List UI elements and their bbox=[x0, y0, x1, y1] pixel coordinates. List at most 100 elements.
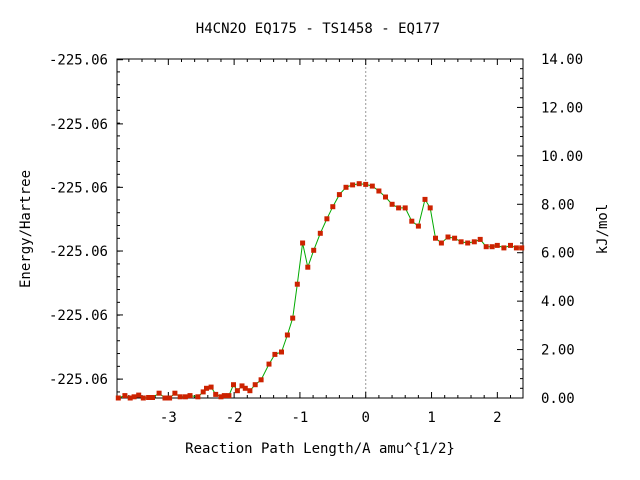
data-point bbox=[501, 245, 507, 251]
x-tick-label: 1 bbox=[427, 410, 435, 426]
data-point bbox=[422, 196, 428, 202]
data-point bbox=[156, 390, 162, 396]
data-point bbox=[115, 395, 121, 401]
x-tick-label: 0 bbox=[362, 410, 370, 426]
x-tick-label: 2 bbox=[493, 410, 501, 426]
data-point bbox=[458, 239, 464, 245]
right-tick-label: 8.00 bbox=[541, 197, 575, 213]
data-point bbox=[350, 182, 356, 188]
data-point bbox=[247, 388, 253, 394]
data-point bbox=[195, 394, 201, 400]
right-tick-label: 10.00 bbox=[541, 149, 583, 165]
data-point bbox=[284, 332, 290, 338]
right-y-axis-label: kJ/mol bbox=[595, 204, 611, 255]
data-point bbox=[376, 188, 382, 194]
data-point bbox=[136, 392, 142, 398]
data-point bbox=[122, 393, 128, 399]
data-point bbox=[266, 361, 272, 367]
data-point bbox=[140, 395, 146, 401]
left-tick-label: -225.06 bbox=[49, 244, 108, 260]
right-tick-label: 12.00 bbox=[541, 100, 583, 116]
plot-frame bbox=[116, 58, 524, 399]
right-tick-label: 4.00 bbox=[541, 294, 575, 310]
data-point bbox=[489, 244, 495, 250]
data-point bbox=[239, 383, 245, 389]
data-point bbox=[221, 393, 227, 399]
data-point bbox=[208, 384, 214, 390]
data-point bbox=[231, 382, 236, 388]
x-axis: -3 -2 -1 0 1 2 bbox=[128, 59, 511, 426]
data-point bbox=[294, 281, 300, 287]
data-point bbox=[204, 385, 209, 391]
data-point bbox=[272, 351, 278, 357]
chart-title: H4CN2O EQ175 - TS1458 - EQ177 bbox=[196, 21, 440, 37]
left-tick-label: -225.06 bbox=[49, 372, 108, 388]
series-line bbox=[118, 183, 522, 399]
data-point bbox=[177, 394, 183, 400]
data-point bbox=[363, 181, 369, 187]
data-point bbox=[508, 242, 513, 248]
data-point bbox=[324, 216, 330, 222]
data-point bbox=[162, 395, 168, 401]
data-point bbox=[330, 204, 336, 210]
x-tick-label: -1 bbox=[292, 410, 309, 426]
left-tick-label: -225.06 bbox=[49, 53, 108, 69]
data-point bbox=[150, 395, 155, 400]
data-point bbox=[213, 391, 219, 397]
data-point bbox=[383, 194, 388, 200]
data-point bbox=[234, 388, 240, 394]
right-tick-label: 0.00 bbox=[541, 391, 575, 407]
data-point bbox=[452, 235, 458, 241]
data-point bbox=[311, 247, 317, 253]
data-point bbox=[336, 192, 342, 198]
data-point bbox=[279, 349, 284, 355]
data-point bbox=[415, 223, 421, 229]
left-tick-label: -225.06 bbox=[49, 180, 108, 196]
data-point bbox=[317, 230, 323, 236]
left-y-axis-label: Energy/Hartree bbox=[18, 170, 34, 288]
data-point bbox=[483, 244, 489, 250]
data-point bbox=[519, 245, 525, 251]
data-point bbox=[471, 239, 477, 245]
data-point bbox=[182, 394, 188, 400]
x-tick-label: -3 bbox=[160, 410, 177, 426]
data-point bbox=[258, 377, 264, 383]
data-point bbox=[146, 395, 152, 400]
data-point bbox=[343, 184, 349, 190]
data-point bbox=[389, 201, 395, 207]
left-y-axis: -225.06 -225.06 -225.06 -225.06 -225.06 -225.… bbox=[49, 53, 123, 393]
data-point bbox=[131, 394, 137, 400]
data-point bbox=[290, 315, 296, 321]
data-point bbox=[172, 390, 178, 396]
data-point bbox=[445, 234, 451, 240]
left-tick-label: -225.06 bbox=[49, 117, 108, 133]
data-point bbox=[242, 385, 248, 391]
data-point bbox=[396, 205, 402, 211]
data-point bbox=[356, 181, 362, 187]
right-tick-label: 14.00 bbox=[541, 52, 583, 68]
data-point bbox=[409, 218, 415, 224]
data-point bbox=[218, 394, 224, 400]
data-point bbox=[226, 393, 232, 399]
left-tick-label: -225.06 bbox=[49, 308, 108, 324]
data-point bbox=[300, 240, 306, 246]
data-point bbox=[513, 245, 519, 251]
data-point bbox=[427, 205, 433, 211]
data-point bbox=[494, 242, 500, 248]
data-point bbox=[369, 183, 375, 189]
right-y-axis: 0.00 2.00 4.00 6.00 8.00 10.00 12.00 14.00 bbox=[517, 52, 583, 407]
data-point bbox=[477, 236, 483, 242]
right-tick-label: 2.00 bbox=[541, 343, 575, 359]
data-point bbox=[127, 395, 133, 401]
right-tick-label: 6.00 bbox=[541, 246, 575, 262]
data-point bbox=[252, 382, 258, 388]
data-point bbox=[187, 393, 193, 399]
data-point bbox=[465, 240, 471, 246]
data-point bbox=[433, 235, 438, 241]
data-point bbox=[402, 205, 408, 211]
x-axis-label: Reaction Path Length/A amu^{1/2} bbox=[185, 441, 455, 457]
data-point bbox=[438, 240, 444, 246]
data-point bbox=[305, 264, 311, 270]
data-point bbox=[167, 395, 173, 401]
